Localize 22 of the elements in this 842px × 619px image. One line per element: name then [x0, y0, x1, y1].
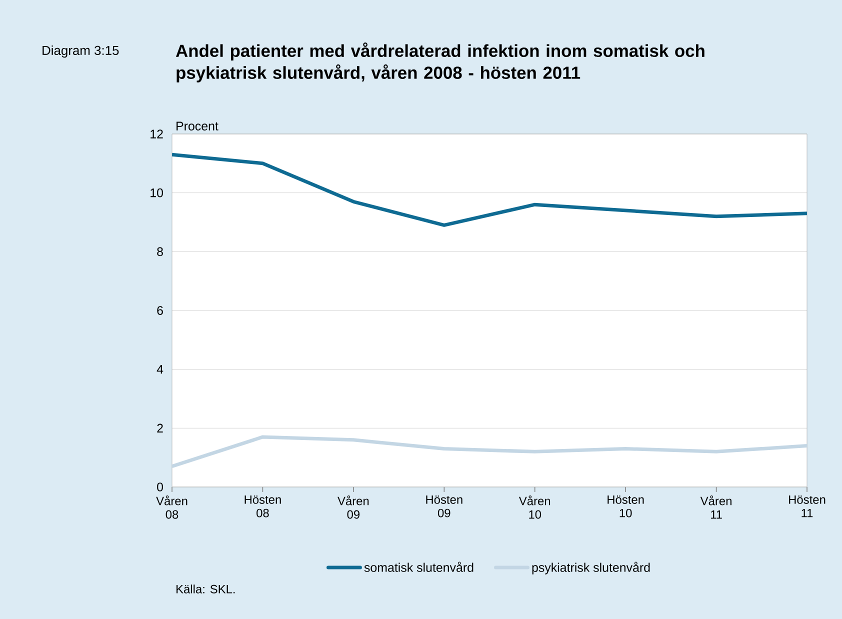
y-tick-label: 10 — [150, 188, 163, 198]
text: Diagram 3:15 — [42, 46, 119, 58]
x-tick-label: Hösten 11 — [789, 496, 826, 518]
legend-label: somatisk slutenvård — [364, 562, 474, 572]
x-tick-label: Våren 08 — [156, 496, 188, 519]
chart-title: Andel patienter med vårdrelaterad infektion inom somatisk och psykiatrisk slutenvård, våren 2008 - hösten 2011 — [176, 42, 704, 82]
text: Källa: SKL. — [176, 584, 235, 594]
y-tick-label: 4 — [156, 365, 164, 374]
x-tick-label: Våren 09 — [338, 496, 369, 519]
y-tick-label: 8 — [157, 247, 163, 256]
x-tick-label: Hösten 09 — [426, 496, 462, 518]
y-tick-label: 6 — [157, 306, 163, 315]
y-axis-title: Procent — [176, 122, 218, 130]
line-series — [172, 435, 808, 468]
y-tick-label: 0 — [157, 482, 163, 492]
y-tick-label: 2 — [157, 424, 163, 432]
x-tick-label: Hösten 08 — [244, 496, 281, 518]
x-tick-label: Våren 11 — [700, 496, 732, 519]
y-tick-label: 12 — [150, 130, 163, 138]
x-tick-label: Våren 10 — [518, 496, 550, 519]
legend-label: psykiatrisk slutenvård — [532, 562, 650, 574]
x-tick-label: Hösten 10 — [608, 496, 644, 518]
